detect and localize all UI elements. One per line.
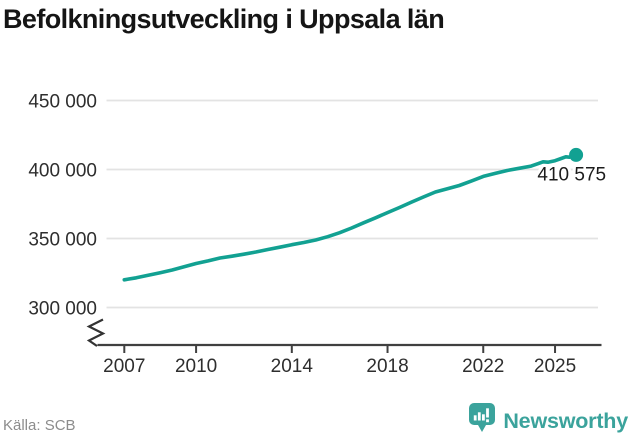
- newsworthy-badge-icon: [469, 403, 496, 439]
- latest-value-label: 410 575: [537, 164, 606, 185]
- x-tick-label: 2022: [462, 356, 504, 377]
- x-tick-label: 2010: [175, 356, 217, 377]
- population-line: [122, 153, 578, 282]
- axis-break-icon: [86, 318, 106, 347]
- newsworthy-logo: Newsworthy: [469, 403, 628, 439]
- y-tick-label: 400 000: [28, 160, 97, 181]
- x-tick-label: 2025: [534, 356, 576, 377]
- x-tick-label: 2007: [103, 356, 145, 377]
- source-note: Källa: SCB: [3, 417, 76, 434]
- y-tick-label: 450 000: [28, 91, 97, 112]
- page-title: Befolkningsutveckling i Uppsala län: [3, 4, 445, 34]
- latest-point-marker: [569, 147, 584, 162]
- y-tick-label: 350 000: [28, 229, 97, 250]
- x-tick-label: 2014: [271, 356, 314, 377]
- x-tick-label: 2018: [366, 356, 408, 377]
- population-line-chart: 300 000 350 000 400 000 450 000 2007 2010 2014…: [28, 91, 609, 377]
- y-tick-label: 300 000: [28, 298, 97, 319]
- newsworthy-wordmark: Newsworthy: [503, 409, 628, 433]
